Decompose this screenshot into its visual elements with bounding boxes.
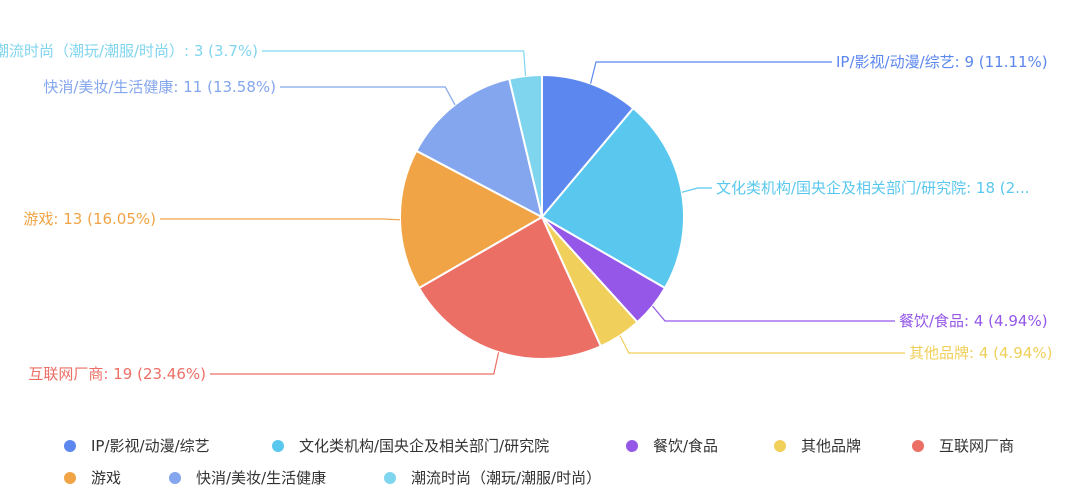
slice-label: 快消/美妆/生活健康: 11 (13.58%)	[43, 78, 276, 96]
legend-item[interactable]: 游戏	[91, 469, 121, 487]
leader-line	[262, 50, 527, 77]
slice-label: 互联网厂商: 19 (23.46%)	[28, 365, 206, 383]
slice-label: IP/影视/动漫/综艺: 9 (11.11%)	[836, 53, 1048, 71]
legend-marker-icon	[912, 440, 924, 452]
legend-marker-icon	[384, 472, 396, 484]
pie-slice[interactable]	[399, 149, 545, 290]
legend-marker-icon	[64, 440, 76, 452]
pie-slice[interactable]	[415, 77, 544, 219]
leader-line	[590, 61, 832, 84]
legend-item[interactable]: 其他品牌	[801, 437, 861, 455]
leader-line	[652, 305, 895, 322]
legend-item[interactable]: 快消/美妆/生活健康	[196, 469, 326, 487]
slice-label: 游戏: 13 (16.05%)	[23, 210, 156, 228]
legend-item[interactable]: 文化类机构/国央企及相关部门/研究院	[299, 437, 549, 455]
pie-slices	[399, 73, 685, 360]
legend-item[interactable]: IP/影视/动漫/综艺	[91, 437, 210, 455]
legend: IP/影视/动漫/综艺 文化类机构/国央企及相关部门/研究院 餐饮/食品 其他品牌 互联…	[64, 437, 1014, 487]
leader-line	[280, 86, 456, 106]
legend-marker-icon	[626, 440, 638, 452]
leader-line	[160, 218, 401, 221]
leader-line	[681, 187, 712, 193]
slice-label: 潮流时尚（潮玩/潮服/时尚）: 3 (3.7%)	[0, 42, 258, 60]
leader-lines	[160, 50, 905, 375]
legend-marker-icon	[774, 440, 786, 452]
legend-item[interactable]: 潮流时尚（潮玩/潮服/时尚）	[411, 469, 601, 487]
legend-marker-icon	[272, 440, 284, 452]
slice-label: 其他品牌: 4 (4.94%)	[909, 344, 1053, 362]
legend-item[interactable]: 互联网厂商	[939, 437, 1014, 455]
slice-label: 餐饮/食品: 4 (4.94%)	[899, 312, 1048, 330]
slice-label: 文化类机构/国央企及相关部门/研究院: 18 (2...	[716, 179, 1030, 197]
legend-marker-icon	[169, 472, 181, 484]
leader-line	[210, 352, 500, 375]
slice-labels: IP/影视/动漫/综艺: 9 (11.11%) 文化类机构/国央企及相关部门/研究…	[0, 42, 1053, 383]
leader-line	[619, 335, 905, 354]
legend-item[interactable]: 餐饮/食品	[653, 437, 718, 455]
legend-marker-icon	[64, 472, 76, 484]
